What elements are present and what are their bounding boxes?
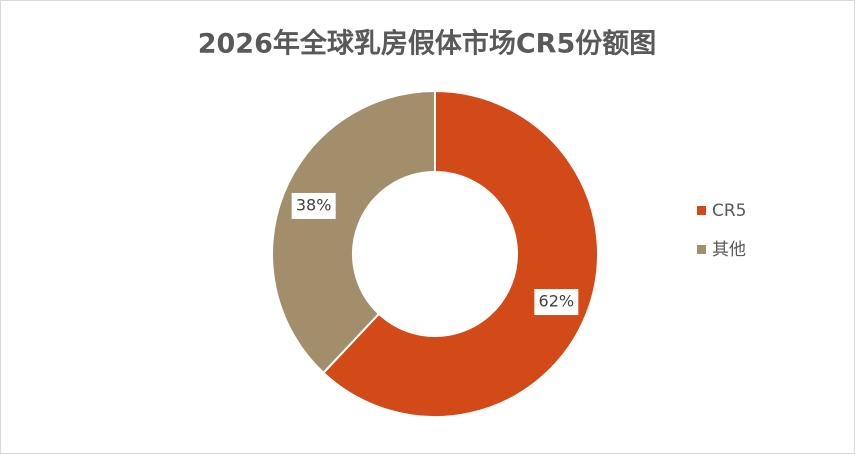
data-label-box [291,192,336,219]
legend-swatch [697,206,706,215]
donut-slice [271,89,436,375]
legend-label: CR5 [712,201,747,221]
data-label-box [534,289,579,316]
legend-swatch [697,245,706,254]
chart-title: 2026年全球乳房假体市场CR5份额图 [198,28,657,60]
data-label: 38% [296,195,332,214]
data-label: 62% [539,292,575,311]
legend-label: 其他 [712,240,746,260]
donut-slice [322,89,599,418]
